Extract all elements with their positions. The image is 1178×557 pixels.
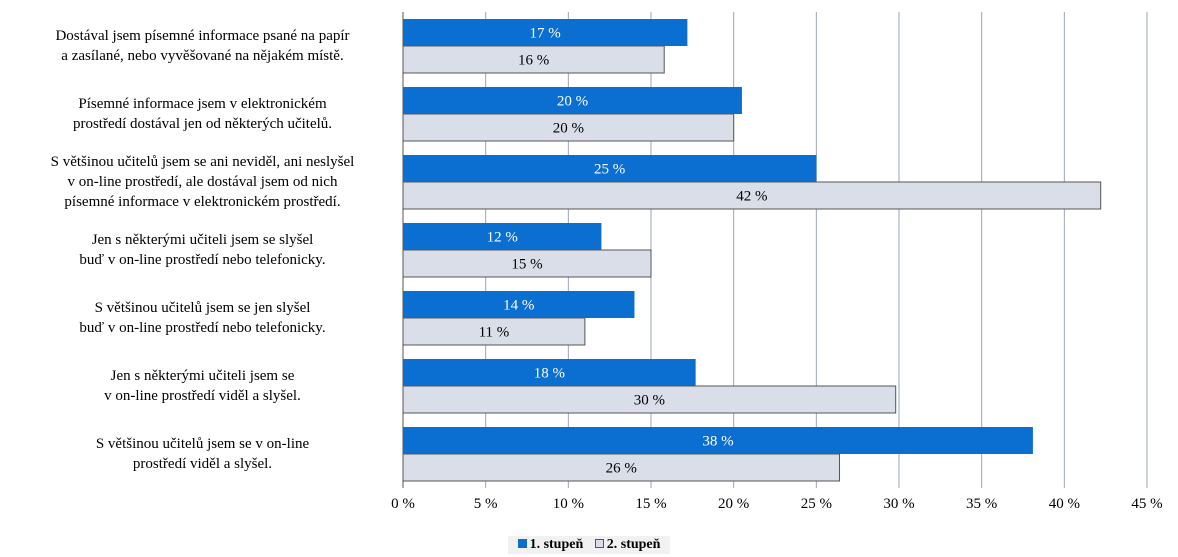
data-label-series-1-cat-3: 25 % <box>594 162 625 178</box>
legend: 1. stupeň 2. stupeň <box>0 536 1178 554</box>
bar-series-1-cat-4 <box>403 223 602 250</box>
bar-series-2-cat-3 <box>402 181 1102 210</box>
bar-series-1-cat-2 <box>403 87 742 114</box>
x-tick-label: 10 % <box>553 496 584 512</box>
legend-swatch-series-2 <box>594 539 604 548</box>
data-label-series-1-cat-2: 20 % <box>557 94 588 110</box>
x-tick-label: 15 % <box>635 496 666 512</box>
x-tick-label: 20 % <box>718 496 749 512</box>
data-label-series-1-cat-4: 12 % <box>487 230 518 246</box>
bar-series-2-cat-2 <box>402 113 735 142</box>
data-label-series-2-cat-2: 20 % <box>553 121 584 137</box>
legend-label-series-1: 1. stupeň <box>529 537 584 552</box>
bar-series-2-cat-6 <box>402 385 897 414</box>
category-label: Jen s některými učiteli jsem se slyšel b… <box>79 232 326 268</box>
x-tick-label: 45 % <box>1131 496 1162 512</box>
bar-series-1-cat-1 <box>403 19 688 46</box>
legend-item-series-1: 1. stupeň <box>517 537 584 552</box>
bar-series-2-cat-4 <box>402 249 652 278</box>
x-tick-label: 30 % <box>883 496 914 512</box>
category-label: Dostával jsem písemné informace psané na… <box>55 28 350 64</box>
data-label-series-1-cat-5: 14 % <box>503 298 534 314</box>
x-tick-label: 5 % <box>474 496 498 512</box>
data-label-series-2-cat-4: 15 % <box>511 257 542 273</box>
data-label-series-1-cat-7: 38 % <box>702 434 733 450</box>
data-label-series-2-cat-5: 11 % <box>479 325 510 341</box>
data-label-series-2-cat-3: 42 % <box>736 189 767 205</box>
bar-series-2-cat-1 <box>402 45 665 74</box>
bar-series-1-cat-5 <box>403 291 635 318</box>
category-label: Písemné informace jsem v elektronickém p… <box>72 96 333 132</box>
x-tick-label: 40 % <box>1049 496 1080 512</box>
x-tick-label: 0 % <box>391 496 415 512</box>
data-label-series-2-cat-6: 30 % <box>634 393 665 409</box>
bar-series-2-cat-5 <box>402 317 586 346</box>
legend-label-series-2: 2. stupeň <box>606 537 661 552</box>
bar-series-1-cat-6 <box>403 359 696 386</box>
bar-series-1-cat-7 <box>403 427 1033 454</box>
data-label-series-2-cat-7: 26 % <box>606 461 637 477</box>
category-label: S většinou učitelů jsem se v on-line pro… <box>95 436 310 472</box>
legend-swatch-series-1 <box>517 539 527 548</box>
data-label-series-1-cat-1: 17 % <box>530 26 561 42</box>
category-label: S většinou učitelů jsem se jen slyšel bu… <box>79 300 326 336</box>
bar-series-2-cat-7 <box>402 453 840 482</box>
category-label: S většinou učitelů jsem se ani neviděl, … <box>50 154 355 210</box>
x-tick-label: 25 % <box>801 496 832 512</box>
x-tick-label: 35 % <box>966 496 997 512</box>
legend-item-series-2: 2. stupeň <box>594 537 661 552</box>
category-label: Jen s některými učiteli jsem se v on-lin… <box>104 368 301 404</box>
data-label-series-1-cat-6: 18 % <box>534 366 565 382</box>
data-label-series-2-cat-1: 16 % <box>518 53 549 69</box>
bar-series-1-cat-3 <box>403 155 817 182</box>
